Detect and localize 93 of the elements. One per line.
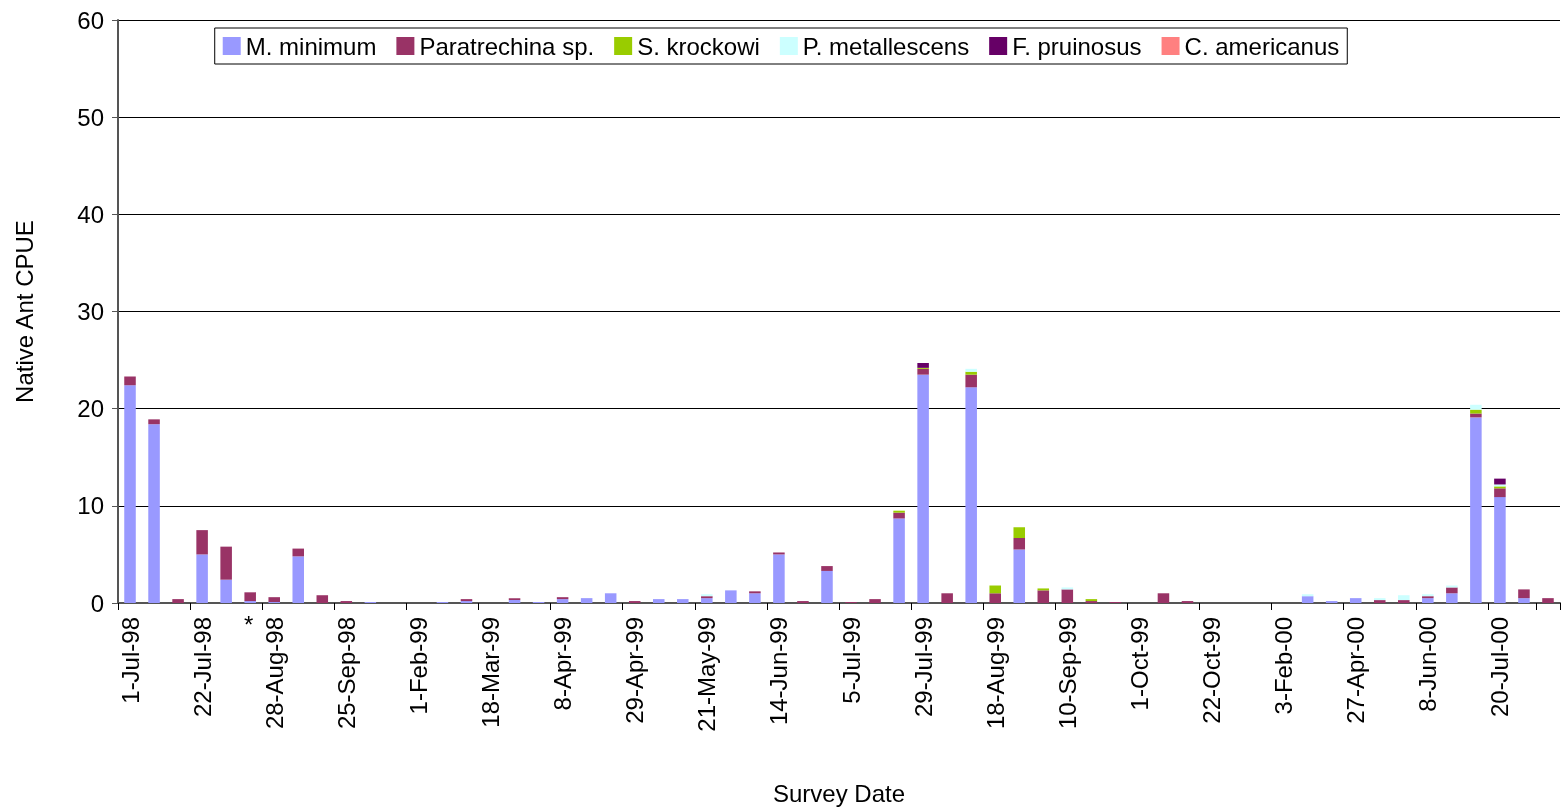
bar [917, 363, 929, 368]
bar [1518, 598, 1530, 603]
bar [1494, 497, 1506, 603]
bar [869, 599, 881, 603]
bar [604, 593, 617, 603]
bar [268, 597, 280, 603]
bar [1542, 598, 1554, 603]
bar [1446, 593, 1458, 603]
bar [1037, 590, 1050, 603]
bar [1518, 589, 1530, 599]
legend-label: P. metallescens [802, 32, 970, 60]
bar [172, 599, 184, 603]
bar [1470, 404, 1482, 410]
bar [580, 598, 593, 603]
bar [1157, 593, 1170, 603]
x-tick-label: 10-Sep-99 [1053, 617, 1081, 730]
x-tick-label: 18-Aug-99 [981, 617, 1009, 730]
legend-label: F. pruinosus [1012, 32, 1142, 60]
bar [1061, 589, 1074, 603]
x-tick-label: 29-Jul-99 [909, 617, 937, 718]
bar [677, 599, 689, 603]
bar [749, 593, 761, 603]
y-tick-label: 60 [77, 6, 104, 34]
text: * [244, 610, 254, 638]
bar [292, 548, 305, 557]
x-tick-label: 8-Apr-99 [549, 617, 577, 711]
y-tick-label: 30 [77, 298, 104, 325]
x-tick-label: 1-Oct-99 [1125, 617, 1153, 711]
bar [196, 554, 208, 603]
x-tick-label: 20-Jul-00 [1486, 617, 1514, 718]
x-tick-label: 1-Feb-99 [404, 617, 432, 715]
bar [148, 424, 160, 603]
y-tick-label: 0 [90, 589, 104, 617]
bar [893, 512, 905, 519]
x-tick-label: 1-Jul-98 [116, 617, 144, 704]
bar [701, 598, 713, 603]
legend-label: C. americanus [1184, 32, 1340, 60]
bar [941, 593, 953, 603]
x-tick-label: 22-Jul-98 [188, 617, 216, 718]
bar [220, 579, 232, 603]
bar [148, 419, 160, 425]
bar [1013, 527, 1026, 538]
bar [989, 585, 1001, 594]
x-tick-label: 3-Feb-00 [1270, 617, 1298, 715]
legend-label: S. krockowi [637, 32, 760, 60]
bar [1398, 595, 1410, 601]
bar [893, 518, 905, 603]
bar [1013, 537, 1026, 550]
bar [292, 556, 305, 603]
y-tick-label: 40 [77, 200, 104, 228]
bar [821, 570, 833, 603]
bar [725, 590, 737, 603]
bar [1013, 549, 1026, 603]
bar [965, 387, 977, 603]
bar [773, 554, 785, 603]
x-axis-title: Survey Date [772, 779, 906, 807]
legend-label: M. minimum [245, 32, 377, 60]
x-tick-label: 21-May-99 [693, 617, 721, 732]
bar [244, 592, 256, 602]
bar [917, 374, 929, 603]
bar [652, 599, 665, 603]
bar [821, 566, 833, 571]
bar [196, 530, 208, 555]
bar [316, 595, 329, 603]
x-tick-label: 18-Mar-99 [477, 617, 505, 728]
y-tick-label: 50 [77, 103, 104, 131]
legend-label: Paratrechina sp. [419, 32, 595, 60]
bar [917, 368, 929, 375]
y-tick-label: 10 [77, 492, 104, 520]
x-tick-label: 5-Jul-99 [837, 617, 865, 704]
x-tick-label: 27-Apr-00 [1342, 617, 1370, 724]
bar [1301, 596, 1314, 603]
x-tick-label: 29-Apr-99 [621, 617, 649, 724]
bar [220, 546, 232, 580]
bar [1470, 409, 1482, 414]
bar [124, 385, 136, 603]
x-tick-label: 8-Jun-00 [1414, 617, 1442, 712]
x-tick-label: 22-Oct-99 [1198, 617, 1226, 724]
bar [1446, 587, 1458, 594]
bar [124, 376, 136, 386]
x-tick-label: 28-Aug-98 [260, 617, 288, 730]
bar [965, 374, 977, 388]
bar [1494, 478, 1506, 485]
bar [1349, 598, 1362, 603]
x-tick-label: 25-Sep-98 [332, 617, 360, 730]
y-axis-title: Native Ant CPUE [10, 220, 38, 403]
bar [1494, 488, 1506, 498]
x-tick-label: 14-Jun-99 [765, 617, 793, 726]
bar [989, 593, 1001, 603]
bar [1422, 598, 1434, 603]
bar [1470, 417, 1482, 603]
y-tick-label: 20 [77, 395, 104, 423]
bar [1398, 600, 1410, 603]
